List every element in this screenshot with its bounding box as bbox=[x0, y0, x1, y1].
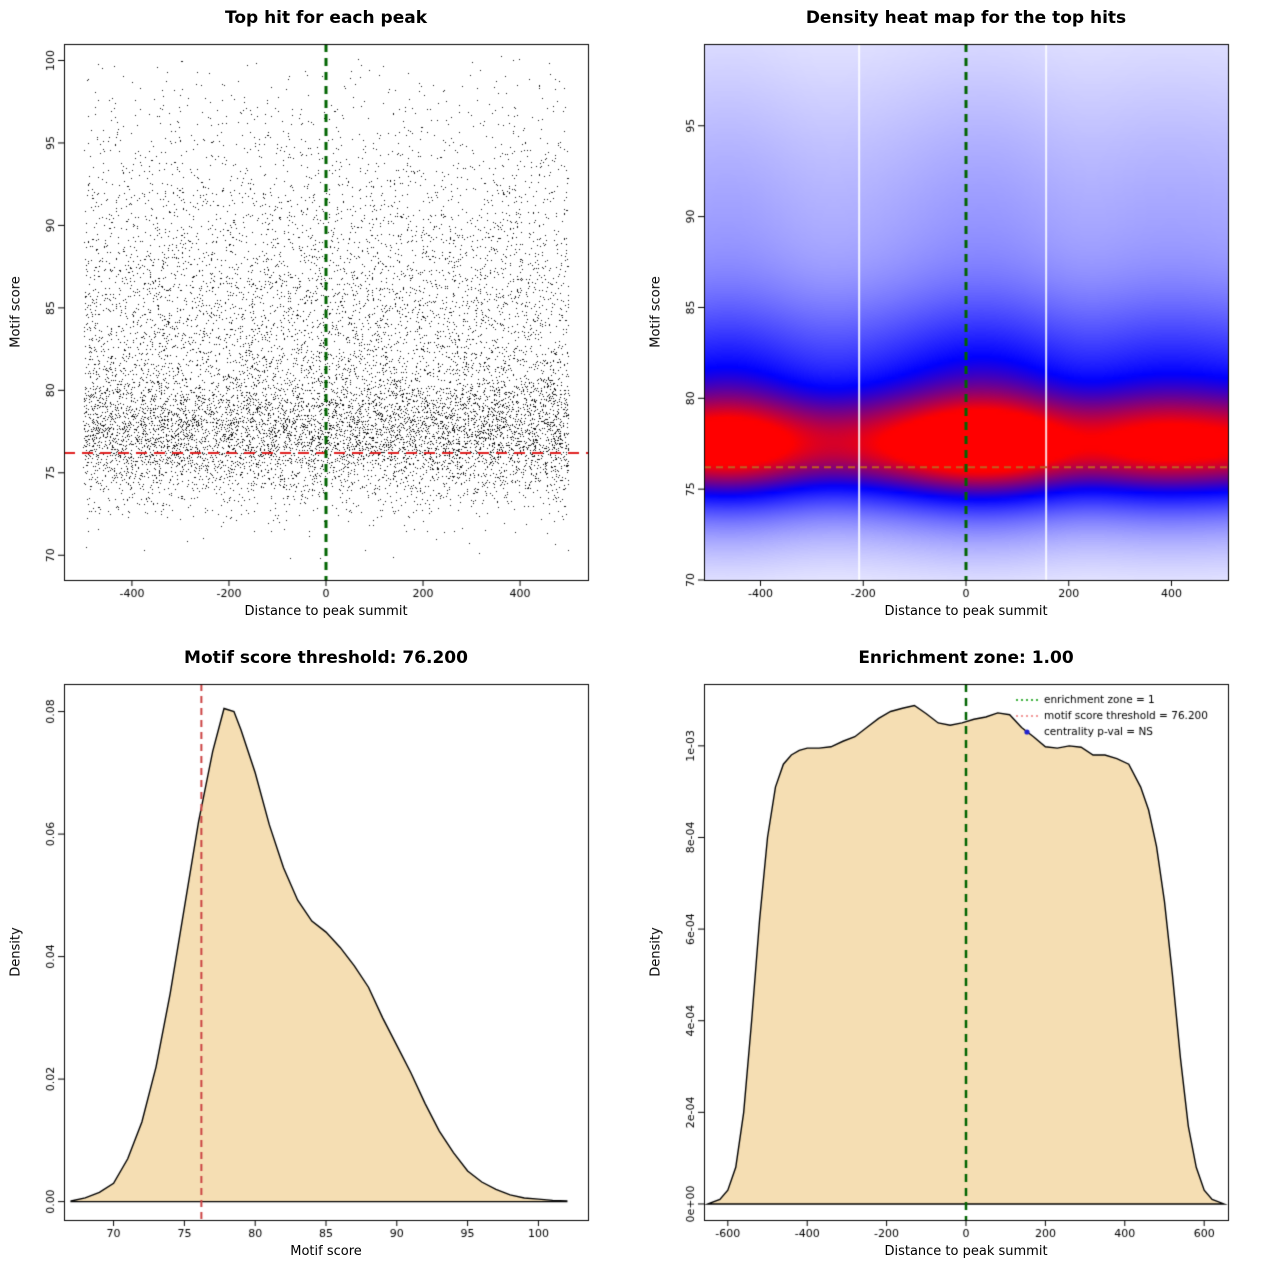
y-axis-label: Motif score bbox=[648, 276, 664, 348]
enrichment-zone-density-canvas bbox=[640, 640, 1280, 1280]
panel-title: Density heat map for the top hits bbox=[805, 8, 1127, 28]
y-axis-label: Density bbox=[648, 927, 664, 977]
panel-title: Enrichment zone: 1.00 bbox=[858, 648, 1074, 668]
x-axis-label: Distance to peak summit bbox=[884, 1244, 1048, 1259]
x-axis-label: Distance to peak summit bbox=[244, 604, 408, 619]
panel-enrichment-zone-density: Enrichment zone: 1.00 Distance to peak s… bbox=[640, 640, 1280, 1280]
scatter-plot-canvas bbox=[0, 0, 640, 640]
panel-density-heatmap: Density heat map for the top hits Distan… bbox=[640, 0, 1280, 640]
y-axis-label: Density bbox=[8, 927, 24, 977]
panel-title: Top hit for each peak bbox=[224, 8, 428, 28]
y-axis-label: Motif score bbox=[8, 276, 24, 348]
panel-top-hit-scatter: Top hit for each peak Distance to peak s… bbox=[0, 0, 640, 640]
heatmap-canvas bbox=[640, 0, 1280, 640]
panel-title: Motif score threshold: 76.200 bbox=[184, 648, 468, 668]
x-axis-label: Motif score bbox=[290, 1244, 362, 1259]
x-axis-label: Distance to peak summit bbox=[884, 604, 1048, 619]
motif-score-density-canvas bbox=[0, 640, 640, 1280]
panel-motif-score-density: Motif score threshold: 76.200 Motif scor… bbox=[0, 640, 640, 1280]
